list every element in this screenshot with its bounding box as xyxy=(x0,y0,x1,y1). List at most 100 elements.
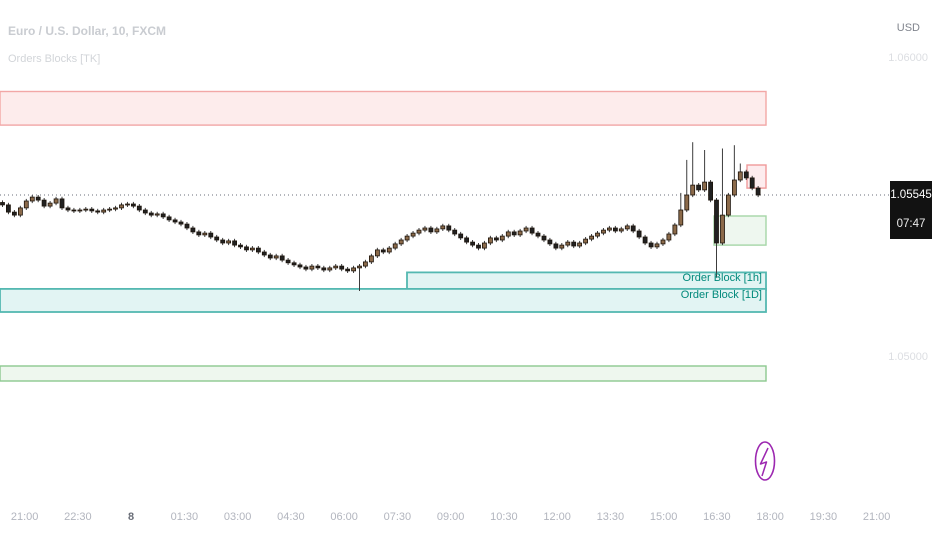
time-label: 06:00 xyxy=(330,511,358,523)
candle-body xyxy=(59,198,65,209)
candle-body xyxy=(119,204,124,209)
candle-body xyxy=(755,187,761,196)
candle-body xyxy=(636,230,642,238)
candle-body xyxy=(130,203,136,207)
candle-body xyxy=(618,228,624,232)
candle-body xyxy=(238,244,243,248)
candle-body xyxy=(648,242,654,248)
candle-body xyxy=(529,227,535,234)
candle-body xyxy=(541,235,547,241)
candle-body xyxy=(660,239,666,245)
candle-body xyxy=(315,265,321,269)
candle-body xyxy=(362,261,368,267)
candle-body xyxy=(386,247,392,253)
candle-body xyxy=(339,265,345,270)
candle-body xyxy=(101,209,107,213)
candle-body xyxy=(374,249,380,257)
candle-body xyxy=(464,237,470,243)
candle-body xyxy=(273,255,279,259)
time-label: 8 xyxy=(128,511,135,523)
candle-body xyxy=(416,229,422,234)
symbol-title[interactable]: Euro / U.S. Dollar, 10, FXCM xyxy=(8,24,167,38)
candle-body xyxy=(613,227,618,232)
time-axis[interactable]: 21:00 22:30 8 01:30 03:00 04:30 06:00 07:30 09:0… xyxy=(0,511,932,533)
candle-body xyxy=(47,202,53,207)
candle-body xyxy=(0,202,5,206)
candle-body xyxy=(357,265,362,269)
time-label: 16:30 xyxy=(703,511,731,523)
indicator-label[interactable]: Orders Blocks [TK] xyxy=(8,53,101,65)
candle-body xyxy=(267,254,273,259)
candle-body xyxy=(184,223,190,229)
candle-body xyxy=(327,267,333,271)
candle-body xyxy=(345,268,351,272)
candle-body xyxy=(190,227,196,233)
candle-body xyxy=(481,242,487,249)
candle-body xyxy=(440,225,446,230)
candle-body xyxy=(17,207,23,216)
candle-body xyxy=(571,241,577,247)
time-label: 18:00 xyxy=(756,511,784,523)
candle-body xyxy=(672,224,678,235)
lightning-bolt-icon xyxy=(759,447,769,477)
time-label: 22:30 xyxy=(64,511,92,523)
candle-body xyxy=(607,227,612,231)
candle-body xyxy=(202,232,208,236)
currency-toggle[interactable]: USD xyxy=(896,22,920,34)
candle-body xyxy=(434,228,440,233)
candle-body xyxy=(208,232,214,238)
candle-body xyxy=(690,184,696,196)
candle-body xyxy=(142,209,148,214)
candle-body xyxy=(285,259,291,264)
lightning-ellipse-icon[interactable] xyxy=(754,441,776,481)
candle-body xyxy=(11,211,17,216)
candle-body xyxy=(83,208,89,211)
candle-body xyxy=(196,231,202,236)
candle-body xyxy=(422,227,428,231)
candle-body xyxy=(279,255,285,261)
candle-body xyxy=(23,200,29,209)
candle-body xyxy=(714,199,719,244)
candle-body xyxy=(720,214,725,244)
candle-body xyxy=(589,235,594,240)
candle-body xyxy=(749,177,755,189)
candle-body xyxy=(380,249,386,253)
candle-body xyxy=(53,198,59,204)
candle-body xyxy=(601,229,606,234)
candle-body xyxy=(125,203,130,206)
candle-body xyxy=(226,240,232,244)
candle-body xyxy=(392,243,398,249)
candle-body xyxy=(595,232,600,237)
candle-body xyxy=(666,233,672,241)
candle-body xyxy=(89,208,95,212)
candle-body xyxy=(696,184,701,191)
candle-body xyxy=(166,216,172,221)
order-block-1d-zone xyxy=(0,287,767,313)
candle-body xyxy=(678,209,684,226)
candle-body xyxy=(368,255,374,263)
candle-body xyxy=(404,235,410,241)
candle-body xyxy=(261,251,267,256)
candle-body xyxy=(41,199,47,207)
candle-body xyxy=(446,225,452,231)
candle-body xyxy=(232,240,238,246)
candle-body xyxy=(493,237,499,241)
candle-body xyxy=(65,207,71,211)
candle-body xyxy=(535,232,541,237)
order-block-1h-zone xyxy=(406,271,767,291)
candle-body xyxy=(6,204,11,213)
candle-body xyxy=(499,235,505,241)
candle-body xyxy=(684,194,690,211)
candle-body xyxy=(583,238,588,244)
candle-body xyxy=(452,229,458,235)
last-price-badge: 1.05545 xyxy=(890,181,932,209)
candle-body xyxy=(398,239,404,245)
supply-zone-upper-zone xyxy=(0,90,767,126)
candle-body xyxy=(577,242,582,247)
time-label: 15:00 xyxy=(649,511,678,523)
candle-body xyxy=(743,171,749,179)
candle-body xyxy=(553,243,559,249)
candle-body xyxy=(642,236,648,244)
